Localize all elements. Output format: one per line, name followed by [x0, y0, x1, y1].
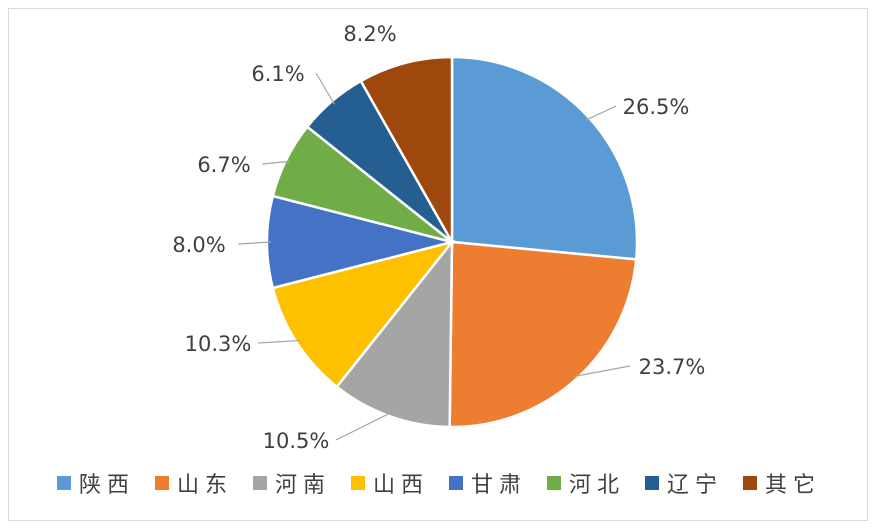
- legend-item-4: 山西: [350, 467, 429, 499]
- legend-swatch: [547, 476, 562, 490]
- leader-line-2: [572, 365, 631, 378]
- pie-slice-3: [335, 238, 454, 429]
- pie-slice-8: [359, 55, 454, 247]
- leader-line-3: [335, 411, 392, 441]
- legend-label: 其它: [765, 473, 822, 498]
- legend-item-3: 河南: [252, 467, 331, 499]
- legend-item-7: 辽宁: [645, 467, 723, 499]
- legend-label: 山西: [372, 473, 429, 498]
- legend-item-8: 其它: [743, 467, 821, 499]
- legend-label: 河南: [274, 473, 331, 498]
- legend-swatch: [449, 476, 463, 490]
- legend-label: 辽宁: [667, 473, 724, 498]
- leader-line-1: [585, 105, 617, 121]
- legend-swatch: [252, 476, 267, 490]
- data-label-4: 10.3%: [185, 332, 252, 356]
- legend-swatch: [350, 476, 365, 490]
- leader-line-5: [237, 241, 272, 245]
- pie-slice-2: [448, 240, 638, 429]
- legend-swatch: [154, 476, 169, 490]
- legend-label: 甘肃: [471, 473, 528, 498]
- data-label-8: 8.2%: [343, 22, 396, 46]
- legend-item-2: 山东: [154, 467, 233, 499]
- data-label-6: 6.7%: [197, 153, 250, 177]
- pie-slice-1: [450, 55, 639, 261]
- legend: 陕西 山东 河南 山西 甘肃 河北 辽宁 其它: [0, 463, 878, 503]
- data-label-5: 8.0%: [172, 233, 225, 257]
- legend-label: 陕西: [78, 473, 135, 498]
- pie-slice-4: [271, 239, 456, 389]
- legend-item-6: 河北: [547, 467, 625, 499]
- legend-label: 山东: [176, 473, 233, 498]
- leader-line-6: [261, 160, 291, 165]
- data-label-7: 6.1%: [251, 62, 304, 86]
- leader-line-7: [315, 72, 335, 105]
- data-label-1: 26.5%: [623, 95, 690, 119]
- data-label-2: 23.7%: [639, 355, 706, 379]
- legend-item-1: 陕西: [56, 467, 135, 499]
- legend-item-5: 甘肃: [449, 467, 527, 499]
- legend-swatch: [56, 476, 71, 490]
- legend-label: 河北: [569, 473, 626, 498]
- leader-line-4: [257, 339, 301, 344]
- legend-swatch: [645, 476, 660, 490]
- legend-swatch: [743, 476, 758, 490]
- data-label-3: 10.5%: [263, 429, 330, 453]
